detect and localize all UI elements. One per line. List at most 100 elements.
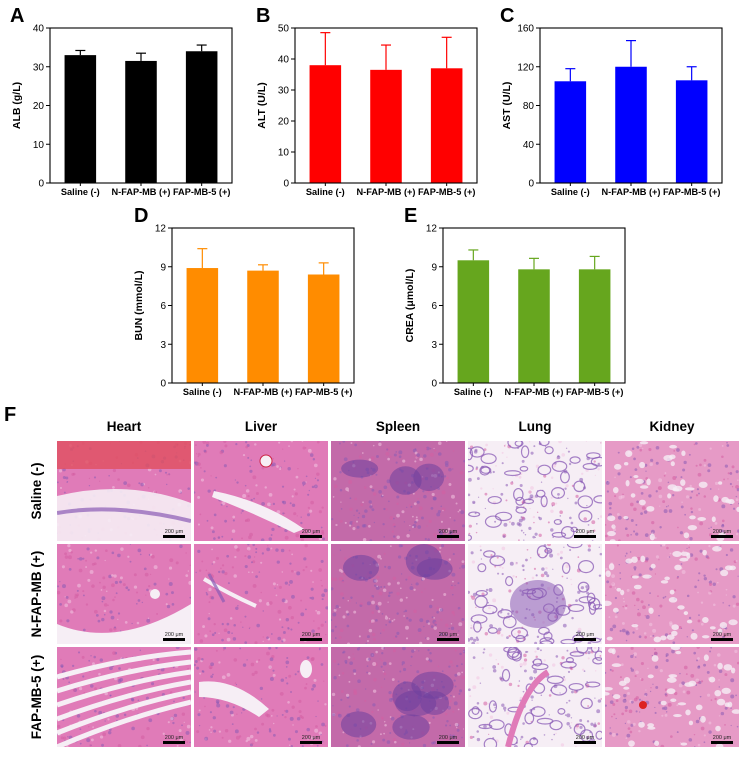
texture-dot: [203, 449, 207, 453]
texture-dot: [636, 500, 639, 504]
texture-dot: [577, 627, 582, 632]
texture-dot: [469, 636, 474, 641]
texture-dot: [378, 442, 382, 447]
texture-dot: [426, 637, 430, 641]
texture-dot: [524, 577, 526, 580]
texture-dot: [220, 567, 222, 570]
texture-dot: [139, 553, 142, 556]
texture-dot: [221, 675, 226, 680]
texture-dot: [281, 626, 284, 629]
texture-dot: [587, 650, 591, 655]
texture-dot: [483, 724, 487, 729]
tile-content: [331, 544, 465, 644]
texture-dot: [662, 500, 666, 504]
texture-dot: [459, 567, 461, 569]
texture-dot: [600, 442, 602, 444]
texture-dot: [718, 686, 720, 688]
texture-dot: [171, 591, 174, 595]
alveolus: [543, 631, 553, 641]
tubule: [719, 622, 728, 629]
texture-dot: [242, 663, 247, 667]
texture-dot: [736, 661, 739, 665]
texture-dot: [342, 441, 346, 443]
texture-dot: [209, 630, 212, 633]
texture-dot: [444, 736, 449, 741]
texture-dot: [664, 713, 668, 717]
texture-dot: [429, 659, 433, 663]
texture-dot: [361, 452, 364, 454]
texture-dot: [550, 528, 554, 532]
texture-dot: [697, 472, 702, 477]
texture-dot: [429, 447, 432, 450]
texture-dot: [645, 557, 649, 561]
texture-dot: [647, 667, 649, 670]
texture-dot: [108, 730, 112, 735]
texture-dot: [689, 496, 693, 499]
texture-dot: [303, 557, 307, 561]
tile-content: [194, 544, 328, 644]
texture-dot: [195, 571, 197, 574]
texture-dot: [570, 521, 574, 525]
texture-dot: [523, 539, 525, 541]
row-header: N-FAP-MB (+): [29, 551, 44, 638]
texture-dot: [508, 618, 511, 621]
texture-dot: [433, 449, 437, 452]
texture-dot: [126, 483, 131, 488]
texture-dot: [611, 582, 616, 587]
tubule: [651, 655, 659, 662]
alveolus: [523, 742, 533, 747]
texture-dot: [667, 505, 669, 507]
texture-dot: [143, 567, 147, 571]
tubule: [616, 587, 622, 592]
y-tick-label: 0: [528, 179, 534, 190]
texture-dot: [99, 735, 104, 739]
texture-dot: [624, 722, 627, 725]
alveolus: [535, 489, 546, 498]
tile-content: [57, 441, 191, 541]
texture-dot: [205, 569, 208, 572]
texture-dot: [728, 604, 731, 607]
texture-dot: [305, 475, 308, 478]
texture-dot: [556, 552, 560, 556]
texture-dot: [581, 472, 584, 475]
texture-dot: [695, 719, 700, 724]
alveolus: [475, 590, 488, 597]
scale-bar: [300, 638, 322, 641]
alveolus: [569, 651, 585, 657]
texture-dot: [392, 576, 397, 581]
texture-dot: [393, 517, 395, 520]
texture-dot: [667, 556, 669, 558]
texture-dot: [608, 501, 613, 506]
texture-dot: [430, 625, 434, 628]
texture-dot: [460, 486, 462, 489]
alveolus: [561, 562, 571, 574]
texture-dot: [310, 500, 314, 505]
texture-dot: [135, 602, 138, 605]
texture-dot: [580, 586, 585, 590]
texture-dot: [287, 467, 291, 471]
tubule: [612, 694, 621, 700]
alveolus: [484, 515, 502, 528]
texture-dot: [90, 655, 92, 657]
texture-dot: [550, 496, 553, 499]
texture-dot: [585, 736, 590, 740]
texture-dot: [472, 685, 477, 690]
texture-dot: [615, 717, 617, 720]
texture-dot: [354, 497, 357, 501]
texture-dot: [382, 661, 387, 666]
alveolus: [573, 723, 586, 736]
alveolus: [536, 545, 549, 559]
texture-dot: [211, 596, 215, 600]
texture-dot: [293, 488, 296, 491]
texture-dot: [442, 509, 444, 512]
texture-dot: [451, 584, 453, 587]
texture-dot: [547, 521, 550, 524]
texture-dot: [725, 553, 728, 557]
texture-dot: [294, 673, 297, 676]
tubule: [630, 493, 636, 498]
y-tick-label: 0: [283, 179, 289, 190]
texture-dot: [563, 546, 565, 548]
texture-dot: [291, 705, 295, 709]
alveolus: [514, 441, 524, 447]
